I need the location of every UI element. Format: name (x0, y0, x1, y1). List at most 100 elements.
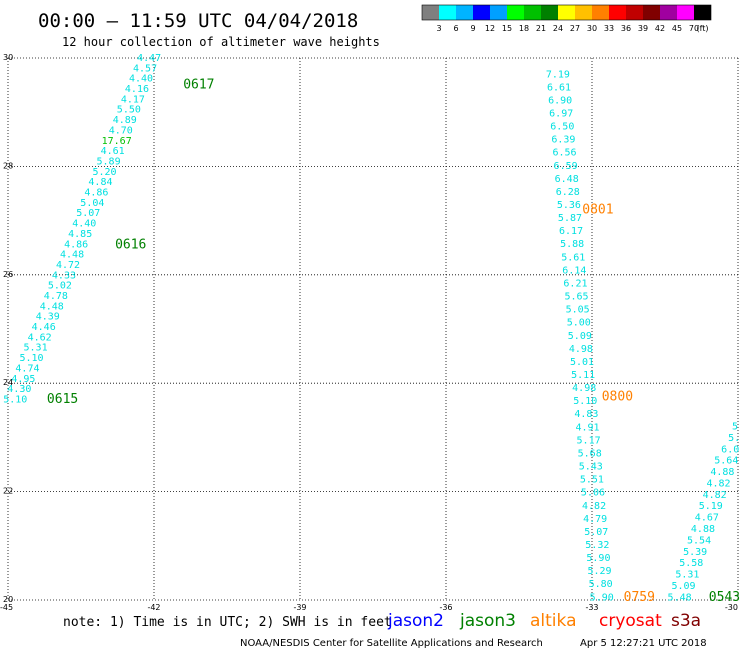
swh-point-label: 5.09 (568, 331, 592, 342)
colorbar-swatch (456, 5, 473, 20)
swh-point-label: 5.10 (573, 396, 597, 407)
swh-point-label: 4.48 (60, 250, 84, 261)
swh-point-label: 5.02 (48, 281, 72, 292)
colorbar-label: 30 (587, 24, 597, 33)
swh-point-label: 4.40 (72, 219, 96, 230)
swh-point-label: 4.40 (129, 74, 153, 85)
swh-point-label: 5.07 (584, 527, 608, 538)
colorbar-frame (421, 4, 712, 21)
swh-point-label: 4.78 (44, 291, 68, 302)
swh-point-label: 4.61 (101, 146, 125, 157)
swh-point-label: 5.31 (675, 570, 699, 581)
colorbar-swatch (609, 5, 626, 20)
swh-point-label: 6.61 (547, 82, 571, 93)
y-tick-label: 30 (3, 53, 13, 62)
swh-point-label: 4.48 (40, 301, 64, 312)
colorbar-swatch (677, 5, 694, 20)
y-tick-label: 20 (3, 595, 13, 604)
swh-point-label: 5.20 (92, 167, 116, 178)
swh-point-label: 5.65 (565, 292, 589, 303)
legend-jason3: jason3 (459, 611, 516, 631)
colorbar-swatch (575, 5, 592, 20)
footer-credit: NOAA/NESDIS Center for Satellite Applica… (240, 638, 543, 649)
chart-title: 00:00 – 11:59 UTC 04/04/2018 (38, 10, 358, 32)
colorbar-swatch (490, 5, 507, 20)
colorbar-label: 12 (485, 24, 495, 33)
x-axis-ticks: -45 -42 -39 -36 -33 -30 (0, 603, 738, 612)
swh-point-label: 5.43 (579, 462, 603, 473)
colorbar-label: 33 (604, 24, 614, 33)
footer-note: note: 1) Time is in UTC; 2) SWH is in fe… (63, 615, 392, 630)
swh-point-label: 5.58 (679, 558, 703, 569)
swh-point-label: 6.59 (554, 161, 578, 172)
x-tick-label: -36 (439, 603, 452, 612)
swh-point-label: 5.10 (3, 394, 27, 405)
swh-point-label: 6.14 (562, 265, 586, 276)
swh-point-label: 5.06 (581, 488, 605, 499)
colorbar-label: 39 (638, 24, 648, 33)
colorbar-swatch (592, 5, 609, 20)
swh-point-label: 7.19 (546, 69, 570, 80)
x-tick-label: -30 (725, 603, 738, 612)
swh-point-label: 6.90 (548, 95, 572, 106)
swh-point-label: 5.50 (117, 105, 141, 116)
pass-time-label: 0543 (709, 590, 740, 605)
swh-point-label: 4.84 (88, 177, 112, 188)
pass-time-label: 0801 (582, 202, 613, 217)
colorbar-swatch (558, 5, 575, 20)
swh-point-label: 4.17 (121, 94, 145, 105)
colorbar-label: 3 (436, 24, 441, 33)
swh-point-label: 4.86 (64, 239, 88, 250)
x-tick-label: -42 (147, 603, 160, 612)
swh-point-label: 4.82 (706, 478, 730, 489)
swh-point-label: 5.29 (587, 566, 611, 577)
swh-point-label: 5.00 (567, 318, 591, 329)
swh-point-label: 5.04 (80, 198, 104, 209)
colorbar-swatch (660, 5, 677, 20)
swh-point-label: 5.54 (687, 535, 711, 546)
swh-point-label: 5.88 (560, 239, 584, 250)
legend-s3a: s3a (671, 611, 701, 631)
swh-point-label: 5.48 (668, 592, 692, 603)
swh-point-label: 4.85 (68, 229, 92, 240)
swh-point-label: 4.62 (28, 332, 52, 343)
swh-point-label: 5.90 (586, 553, 610, 564)
x-tick-label: -33 (585, 603, 598, 612)
swh-point-label: 4.91 (575, 422, 599, 433)
swh-point-label: 5.01 (570, 357, 594, 368)
colorbar-swatch (439, 5, 456, 20)
pass-time-label: 0615 (47, 392, 78, 407)
swh-point-label: 4.86 (84, 188, 108, 199)
footer-timestamp: Apr 5 12:27:21 UTC 2018 (580, 638, 707, 649)
swh-point-label: 5.64 (714, 456, 738, 467)
swh-point-label: 4.16 (125, 84, 149, 95)
y-axis-ticks: 20 22 24 26 28 30 (3, 53, 13, 604)
swh-point-label: 6.56 (552, 148, 576, 159)
swh-point-label: 5. (732, 422, 740, 433)
swh-point-label: 5.90 (590, 592, 614, 603)
swh-point-label: 4.88 (691, 524, 715, 535)
colorbar-legend: 3 6 9 12 15 18 21 24 27 30 33 36 39 42 45 70(ft) (421, 4, 712, 33)
chart-subtitle: 12 hour collection of altimeter wave hei… (62, 35, 380, 49)
colorbar-label: 36 (621, 24, 631, 33)
colorbar-label: 15 (502, 24, 512, 33)
pass-time-label: 0800 (602, 389, 633, 404)
swh-point-label: 4.74 (15, 363, 39, 374)
colorbar-label: 24 (553, 24, 563, 33)
swh-point-label: 4.30 (7, 384, 31, 395)
pass-time-label: 0617 (183, 78, 214, 93)
swh-point-label: 4.67 (695, 513, 719, 524)
x-tick-label: -39 (293, 603, 306, 612)
swh-point-label: 5.87 (558, 213, 582, 224)
pass-time-label: 0759 (624, 590, 655, 605)
y-tick-label: 24 (3, 378, 13, 387)
colorbar-swatch (422, 5, 439, 20)
swh-point-label: 4.89 (113, 115, 137, 126)
pass-time-labels: 0617 0616 0615 0801 0800 0759 0543 (47, 78, 740, 605)
colorbar-label: 70 (689, 24, 699, 33)
colorbar-swatch (473, 5, 490, 20)
swh-point-label: 5.31 (24, 343, 48, 354)
swh-point-label: 5.19 (699, 501, 723, 512)
colorbar-label: 27 (570, 24, 580, 33)
